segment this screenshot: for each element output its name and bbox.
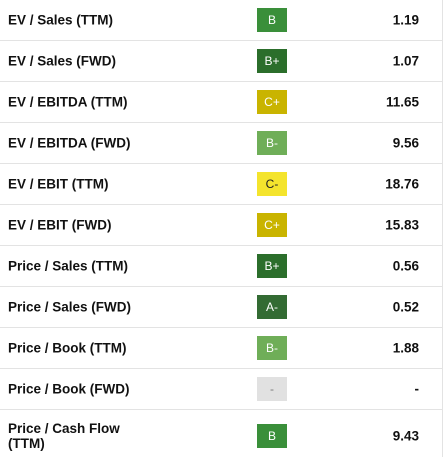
metric-value: 1.07 xyxy=(392,53,419,69)
grade-badge: B+ xyxy=(257,254,287,278)
metric-label: EV / EBIT (TTM) xyxy=(8,176,109,192)
metric-label: Price / Sales (FWD) xyxy=(8,299,132,315)
metric-label: Price / Sales (TTM) xyxy=(8,258,129,274)
table-row: Price / Sales (FWD) A- 0.52 xyxy=(0,287,443,328)
table-row: Price / Cash Flow (TTM) B 9.43 xyxy=(0,410,443,462)
table-row: Price / Sales (TTM) B+ 0.56 xyxy=(0,246,443,287)
table-right-border xyxy=(442,0,443,457)
metric-value: 0.56 xyxy=(392,258,419,274)
metric-value: 1.19 xyxy=(392,12,419,28)
grade-badge: B- xyxy=(257,131,287,155)
metric-value: 0.52 xyxy=(392,299,419,315)
table-row: EV / EBITDA (TTM) C+ 11.65 xyxy=(0,82,443,123)
metric-value: 11.65 xyxy=(385,94,419,110)
table-row: Price / Book (TTM) B- 1.88 xyxy=(0,328,443,369)
metric-label: EV / Sales (FWD) xyxy=(8,53,117,69)
grade-badge: B xyxy=(257,8,287,32)
metric-value: 18.76 xyxy=(385,176,419,192)
grade-badge: B- xyxy=(257,336,287,360)
metric-label: Price / Book (TTM) xyxy=(8,340,127,356)
grade-badge: A- xyxy=(257,295,287,319)
grade-badge: C+ xyxy=(257,90,287,114)
table-row: EV / Sales (TTM) B 1.19 xyxy=(0,0,443,41)
metric-label: EV / EBITDA (FWD) xyxy=(8,135,131,151)
grade-badge: B xyxy=(257,424,287,448)
metric-value: 9.56 xyxy=(392,135,419,151)
table-row: EV / EBITDA (FWD) B- 9.56 xyxy=(0,123,443,164)
grade-badge: - xyxy=(257,377,287,401)
metric-label: Price / Cash Flow (TTM) xyxy=(8,421,120,451)
table-row: EV / Sales (FWD) B+ 1.07 xyxy=(0,41,443,82)
metric-value: 9.43 xyxy=(392,428,419,444)
metric-label: EV / EBITDA (TTM) xyxy=(8,94,128,110)
grade-badge: B+ xyxy=(257,49,287,73)
table-row: EV / EBIT (FWD) C+ 15.83 xyxy=(0,205,443,246)
table-row: Price / Book (FWD) - - xyxy=(0,369,443,410)
metric-label: EV / Sales (TTM) xyxy=(8,12,114,28)
grade-badge: C- xyxy=(257,172,287,196)
grade-badge: C+ xyxy=(257,213,287,237)
table-row: EV / EBIT (TTM) C- 18.76 xyxy=(0,164,443,205)
metric-label: Price / Book (FWD) xyxy=(8,381,130,397)
metric-label: EV / EBIT (FWD) xyxy=(8,217,112,233)
metric-value: - xyxy=(414,381,420,397)
metric-value: 15.83 xyxy=(385,217,419,233)
metric-value: 1.88 xyxy=(392,340,419,356)
